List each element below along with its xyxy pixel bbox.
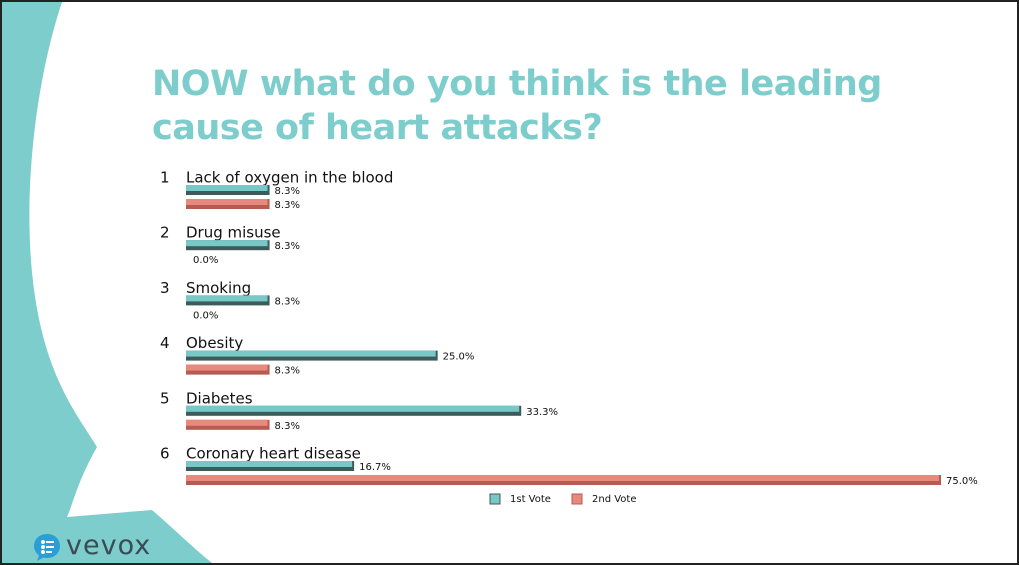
data-label: 75.0% <box>946 476 978 487</box>
bar <box>186 461 353 467</box>
category-label: Smoking <box>186 279 251 297</box>
bar <box>186 475 939 481</box>
legend-label: 1st Vote <box>510 494 551 505</box>
bar <box>186 350 436 357</box>
legend-swatch <box>489 493 501 505</box>
bar <box>186 419 268 426</box>
data-label: 8.3% <box>275 186 300 197</box>
data-label: 0.0% <box>193 310 218 321</box>
category-label: Diabetes <box>186 389 253 407</box>
category-label: Coronary heart disease <box>186 445 361 463</box>
category-label: Obesity <box>186 334 243 352</box>
category-number: 2 <box>160 224 170 242</box>
bar <box>186 295 268 302</box>
data-label: 8.3% <box>275 421 300 432</box>
legend-label: 2nd Vote <box>592 494 636 505</box>
data-label: 16.7% <box>359 462 391 473</box>
bar <box>186 199 268 205</box>
data-label: 8.3% <box>275 296 300 307</box>
category-number: 5 <box>160 389 170 407</box>
category-label: Lack of oxygen in the blood <box>186 169 393 187</box>
category-label: Drug misuse <box>186 224 281 242</box>
data-label: 8.3% <box>275 366 300 377</box>
bar <box>186 364 268 371</box>
legend-swatch <box>571 493 583 505</box>
data-label: 25.0% <box>443 352 475 363</box>
category-number: 1 <box>160 169 170 187</box>
data-label: 33.3% <box>526 407 558 418</box>
data-label: 8.3% <box>275 200 300 211</box>
bar <box>186 240 268 247</box>
bar <box>186 405 520 412</box>
category-number: 4 <box>160 334 170 352</box>
brand-name: vevox <box>66 530 152 561</box>
page-title: NOW what do you think is the leading cau… <box>152 64 882 148</box>
category-number: 3 <box>160 279 170 297</box>
vevox-logo-icon <box>34 534 60 561</box>
data-label: 0.0% <box>193 255 218 266</box>
data-label: 8.3% <box>275 241 300 252</box>
bar <box>186 185 268 191</box>
category-number: 6 <box>160 445 170 463</box>
